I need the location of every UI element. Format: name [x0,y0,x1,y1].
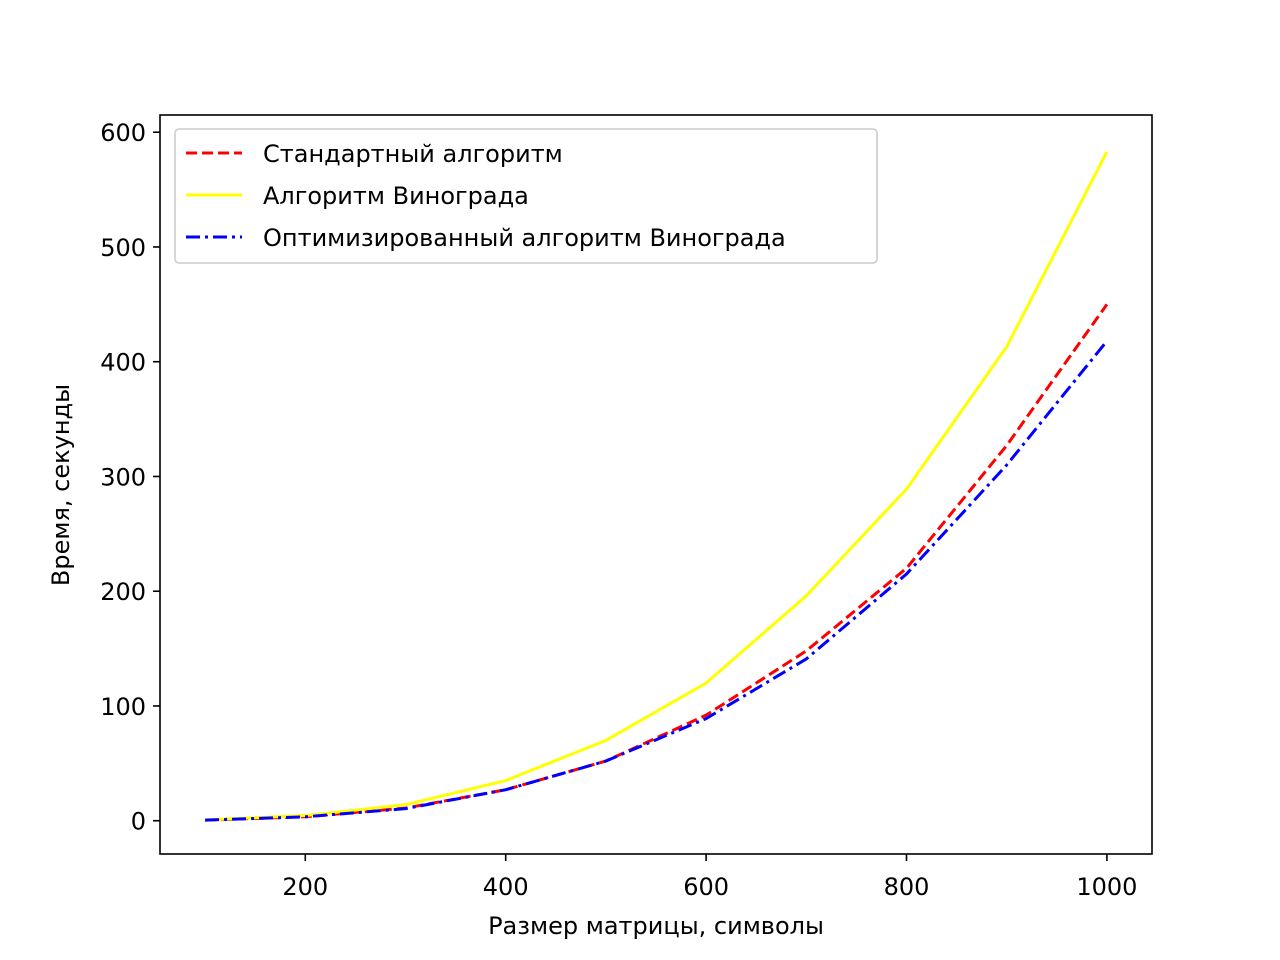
y-tick-label: 500 [100,234,146,262]
legend-box [174,128,878,264]
y-tick-label: 200 [100,578,146,606]
x-tick-label: 800 [884,873,930,901]
legend-entry-label: Оптимизированный алгоритм Винограда [263,224,786,252]
y-tick-label: 0 [131,808,146,836]
legend: Стандартный алгоритм Алгоритм Винограда Оп… [174,128,878,264]
legend-entry-label: Алгоритм Винограда [263,182,529,210]
legend-entry-label: Стандартный алгоритм [263,140,563,168]
plot-frame [159,114,1153,855]
x-axis-label: Размер матрицы, символы [488,912,824,940]
x-tick-label: 1000 [1076,873,1137,901]
series-line-1 [205,303,1109,822]
x-tick-label: 600 [683,873,729,901]
plot-lines [205,151,1109,822]
y-axis-ticks: 0 100 200 300 400 500 600 [100,119,160,836]
y-tick-label: 300 [100,463,146,491]
y-axis-label: Время, секунды [47,384,75,586]
series-line-3 [205,340,1109,822]
series-line-2 [205,151,1109,822]
x-tick-label: 200 [282,873,328,901]
y-tick-label: 400 [100,349,146,377]
x-axis-ticks: 200 400 600 800 1000 [282,854,1137,901]
y-tick-label: 600 [100,119,146,147]
x-tick-label: 400 [483,873,529,901]
y-tick-label: 100 [100,693,146,721]
